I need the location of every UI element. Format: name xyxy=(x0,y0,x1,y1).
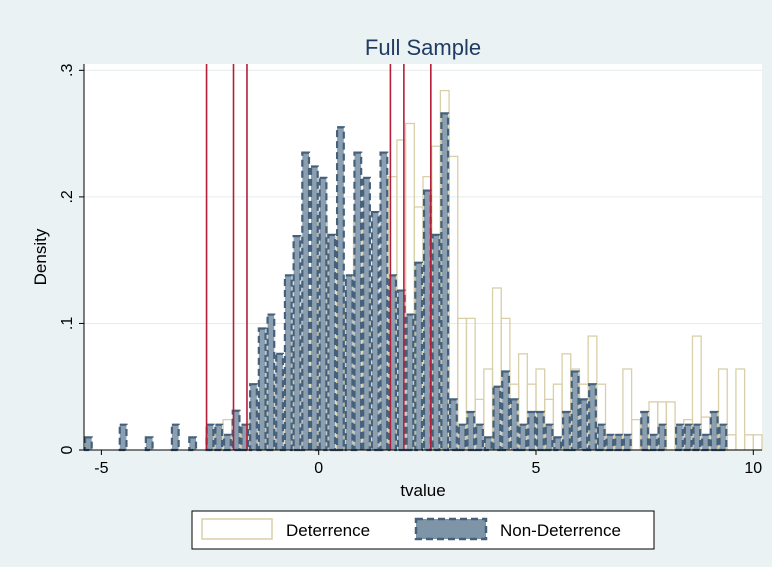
non-deterrence-bar-44 xyxy=(544,423,554,452)
non-deterrence-bar-59 xyxy=(692,423,702,452)
non-deterrence-bar-30 xyxy=(422,189,432,452)
non-deterrence-bar-45 xyxy=(553,436,563,452)
non-deterrence-bar-1 xyxy=(118,423,128,452)
non-deterrence-bar-11 xyxy=(257,327,267,452)
non-deterrence-bar-6 xyxy=(214,423,224,452)
y-tick-label-1: .1 xyxy=(59,317,76,330)
non-deterrence-bar-61 xyxy=(709,410,719,452)
non-deterrence-bar-56 xyxy=(657,423,667,452)
non-deterrence-bar-32 xyxy=(440,112,450,452)
x-tick-label-3: 10 xyxy=(744,460,762,477)
non-deterrence-bar-37 xyxy=(483,436,493,452)
non-deterrence-bar-28 xyxy=(405,313,415,452)
non-deterrence-bar-49 xyxy=(588,383,597,452)
critical-value-lines xyxy=(205,64,432,450)
non-deterrence-bar-14 xyxy=(283,274,293,452)
non-deterrence-bar-54 xyxy=(640,410,650,452)
non-deterrence-bar-41 xyxy=(518,423,528,452)
non-deterrence-bar-17 xyxy=(309,165,319,452)
non-deterrence-bar-24 xyxy=(370,210,380,452)
non-deterrence-bar-23 xyxy=(362,176,371,452)
non-deterrence-bar-7 xyxy=(222,433,232,452)
non-deterrence-bar-15 xyxy=(292,235,302,452)
non-deterrence-bar-22 xyxy=(353,151,363,452)
x-tick-label-0: -5 xyxy=(94,460,108,477)
y-axis: 0 .1 .2 .3 xyxy=(59,64,85,454)
non-deterrence-bar-48 xyxy=(579,398,589,452)
y-tick-label-0: 0 xyxy=(59,445,76,454)
x-tick-label-1: 0 xyxy=(314,460,323,477)
non-deterrence-bar-35 xyxy=(466,410,476,452)
y-tick-label-2: .2 xyxy=(59,190,76,203)
legend-swatch-non-deterrence xyxy=(414,517,488,541)
non-deterrence-bar-51 xyxy=(605,433,615,452)
legend: Deterrence Non-Deterrence xyxy=(191,510,655,550)
non-deterrence-bar-4 xyxy=(188,436,198,452)
non-deterrence-bar-25 xyxy=(379,151,389,452)
non-deterrence-bar-36 xyxy=(475,423,484,452)
non-deterrence-bar-40 xyxy=(509,398,519,452)
non-deterrence-bar-60 xyxy=(701,433,710,452)
chart-title: Full Sample xyxy=(365,35,481,60)
y-tick-label-3: .3 xyxy=(59,64,76,77)
non-deterrence-bar-55 xyxy=(648,433,658,452)
non-deterrence-bar-47 xyxy=(570,370,580,452)
y-axis-label: Density xyxy=(31,228,50,285)
non-deterrence-bar-43 xyxy=(535,410,545,452)
non-deterrence-bar-19 xyxy=(327,233,337,452)
non-deterrence-bar-38 xyxy=(492,385,502,452)
legend-swatch-deterrence xyxy=(201,518,273,540)
non-deterrence-bar-52 xyxy=(614,433,624,452)
non-deterrence-bar-21 xyxy=(344,274,354,452)
non-deterrence-bar-62 xyxy=(718,423,728,452)
x-axis: -5 0 5 10 xyxy=(84,449,762,477)
x-tick-label-2: 5 xyxy=(532,460,541,477)
non-deterrence-bar-16 xyxy=(301,151,311,452)
non-deterrence-bar-3 xyxy=(170,423,180,452)
non-deterrence-bar-57 xyxy=(674,423,684,452)
non-deterrence-bar-26 xyxy=(388,274,398,452)
non-deterrence-bar-33 xyxy=(448,398,458,452)
non-deterrence-bar-29 xyxy=(414,261,424,452)
legend-label-non-deterrence: Non-Deterrence xyxy=(500,521,621,540)
x-axis-label: tvalue xyxy=(400,481,445,500)
non-deterrence-bar-46 xyxy=(561,410,571,452)
non-deterrence-bar-20 xyxy=(335,126,345,452)
non-deterrence-bar-5 xyxy=(205,423,215,452)
non-deterrence-bar-2 xyxy=(144,436,154,452)
non-deterrence-bar-42 xyxy=(527,410,537,452)
non-deterrence-bar-53 xyxy=(622,433,632,452)
non-deterrence-bar-39 xyxy=(501,370,511,452)
non-deterrence-bar-13 xyxy=(275,352,285,452)
non-deterrence-bar-34 xyxy=(457,423,467,452)
non-deterrence-bars xyxy=(83,112,728,452)
non-deterrence-bar-58 xyxy=(683,423,693,452)
non-deterrence-bar-12 xyxy=(266,313,276,452)
non-deterrence-bar-0 xyxy=(83,436,93,452)
non-deterrence-bar-18 xyxy=(318,176,328,452)
legend-label-deterrence: Deterrence xyxy=(286,521,370,540)
non-deterrence-bar-10 xyxy=(249,383,258,452)
non-deterrence-bar-50 xyxy=(596,423,606,452)
non-deterrence-bar-31 xyxy=(431,233,441,452)
